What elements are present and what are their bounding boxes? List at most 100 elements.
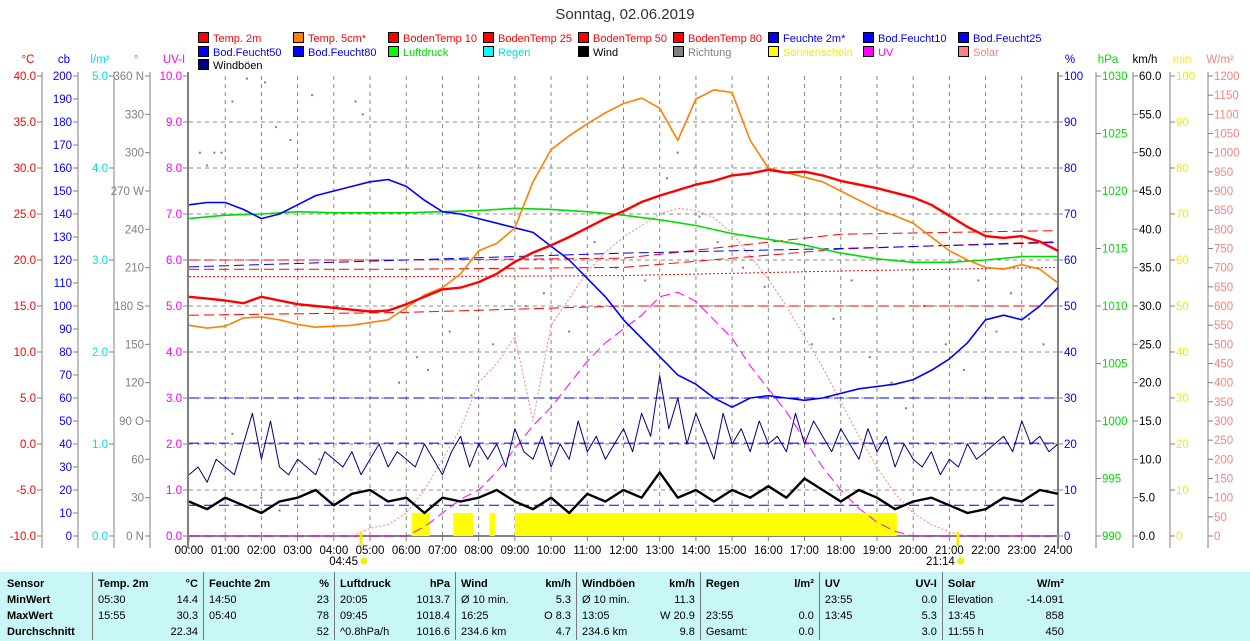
stats-cell: 20:05 bbox=[334, 592, 407, 608]
legend-item: BodenTemp 50 bbox=[578, 32, 667, 45]
axis-tick-label: 35.0 bbox=[1139, 263, 1161, 275]
stats-cell: 09:45 bbox=[334, 608, 407, 624]
axis-tick-label: 200 bbox=[53, 71, 72, 83]
direction-point bbox=[524, 305, 527, 307]
direction-point bbox=[274, 126, 277, 129]
sun-icon bbox=[360, 557, 368, 565]
stats-cell: UV bbox=[818, 572, 900, 592]
axis-tick-label: 40 bbox=[59, 439, 72, 451]
legend-swatch bbox=[958, 32, 969, 43]
direction-point bbox=[198, 151, 201, 154]
stats-cell: Regen bbox=[699, 572, 779, 592]
axis-tick-label: 800 bbox=[1214, 224, 1233, 236]
axis-tick-label: 850 bbox=[1214, 205, 1233, 217]
stats-cell: 23 bbox=[316, 594, 329, 606]
axis-tick-label: 20.0 bbox=[1139, 378, 1161, 390]
axis-tick-label: 90 bbox=[59, 324, 72, 336]
axis-tick-label: -5.0 bbox=[16, 485, 36, 497]
axis-tick-label: 300 bbox=[125, 148, 144, 160]
x-tick-label: 00:00 bbox=[175, 545, 204, 557]
legend-label: Solar bbox=[973, 46, 999, 59]
axis-tick-label: 10.0 bbox=[14, 347, 36, 359]
stats-cell: 52 bbox=[316, 626, 329, 638]
axis-tick-label: 70 bbox=[1176, 209, 1189, 221]
direction-point bbox=[231, 100, 234, 103]
stats-cell: 450 bbox=[1045, 626, 1064, 638]
axis-tick-label: 0.0 bbox=[1139, 531, 1155, 543]
axis-tick-label: 1030 bbox=[1102, 71, 1128, 83]
legend-label: Temp. 2m bbox=[213, 33, 262, 45]
stats-cell: km/h bbox=[669, 578, 695, 590]
legend-label: BodenTemp 50 bbox=[593, 33, 667, 45]
stats-cell: 22.34 bbox=[170, 626, 198, 638]
stats-cell: km/h bbox=[545, 578, 571, 590]
legend-swatch bbox=[388, 45, 399, 57]
axis-tick-label: 20 bbox=[59, 485, 72, 497]
stats-cell: Windböen bbox=[576, 572, 655, 592]
x-tick-label: 16:00 bbox=[754, 545, 783, 557]
axis-tick-label: 5.0 bbox=[1139, 493, 1155, 505]
axis-tick-label: 30 bbox=[59, 462, 72, 474]
legend-item: Luftdruck bbox=[388, 45, 448, 59]
stats-cell: 4.7 bbox=[555, 626, 571, 638]
x-tick-label: 15:00 bbox=[718, 545, 747, 557]
stats-cell bbox=[699, 592, 779, 608]
axis-tick-label: 0 bbox=[1214, 531, 1220, 543]
legend-label: BodenTemp 25 bbox=[498, 33, 572, 45]
stats-cell: Elevation bbox=[941, 592, 1015, 608]
legend-item: BodenTemp 80 bbox=[673, 32, 762, 45]
direction-point bbox=[977, 279, 980, 282]
x-tick-label: 08:00 bbox=[464, 545, 493, 557]
x-tick-label: 10:00 bbox=[537, 545, 566, 557]
series-wind bbox=[188, 471, 1059, 515]
stats-cell: 1018.4 bbox=[416, 610, 450, 622]
axis-tick-label: 10 bbox=[1064, 485, 1077, 497]
stats-cell: 13:45 bbox=[818, 608, 900, 624]
axis-tick-label: 180 S bbox=[114, 301, 144, 313]
stats-cell: W/m² bbox=[1036, 578, 1064, 590]
axis-tick-label: 990 bbox=[1102, 531, 1121, 543]
legend-swatch bbox=[293, 45, 304, 57]
axis-tick-label: 70 bbox=[59, 370, 72, 382]
direction-point bbox=[962, 368, 965, 371]
axis-tick-label: 10 bbox=[59, 508, 72, 520]
stats-cell: 30.3 bbox=[176, 610, 198, 622]
x-tick-label: 06:00 bbox=[392, 545, 421, 557]
stats-cell: 5.3 bbox=[555, 594, 571, 606]
sunshine-bar bbox=[411, 513, 430, 536]
axis-unit-hum: % bbox=[1065, 54, 1075, 66]
legend-label: Regen bbox=[498, 46, 531, 59]
axis-unit-rain: l/m² bbox=[90, 54, 109, 66]
axis-unit-solar: W/m² bbox=[1206, 54, 1234, 66]
axis-tick-label: 8.0 bbox=[166, 163, 182, 175]
direction-point bbox=[264, 81, 267, 84]
axis-unit-temp: °C bbox=[22, 54, 35, 66]
series-bodentemp-80 bbox=[188, 305, 1058, 316]
sunshine-bar bbox=[489, 513, 495, 536]
legend-swatch bbox=[673, 32, 684, 43]
direction-point bbox=[398, 381, 401, 384]
axis-tick-label: 30.0 bbox=[1139, 301, 1161, 313]
legend-item: Bod.Feucht25 bbox=[958, 32, 1042, 45]
axis-tick-label: 500 bbox=[1214, 339, 1233, 351]
axis-tick-label: 270 W bbox=[111, 186, 144, 198]
stats-cell: % bbox=[319, 578, 329, 590]
axis-unit-uv: UV-I bbox=[163, 54, 185, 66]
direction-point bbox=[311, 94, 314, 97]
direction-point bbox=[741, 266, 744, 269]
axis-tick-label: 600 bbox=[1214, 301, 1233, 313]
legend-label: Bod.Feucht10 bbox=[878, 33, 947, 45]
axis-tick-label: 3.0 bbox=[166, 393, 182, 405]
direction-point bbox=[868, 356, 871, 359]
axis-tick-label: 100 bbox=[1064, 71, 1083, 83]
direction-point bbox=[289, 138, 292, 141]
direction-point bbox=[318, 458, 321, 461]
legend-item: Temp. 5cm* bbox=[293, 32, 366, 45]
axis-tick-label: 30 bbox=[131, 493, 144, 505]
x-tick-label: 22:00 bbox=[971, 545, 1000, 557]
legend-label: Bod.Feucht25 bbox=[973, 33, 1042, 45]
stats-cell bbox=[92, 624, 158, 640]
direction-point bbox=[448, 330, 451, 333]
axis-tick-label: 90 bbox=[1176, 117, 1189, 129]
axis-unit-dir: ° bbox=[134, 54, 139, 66]
